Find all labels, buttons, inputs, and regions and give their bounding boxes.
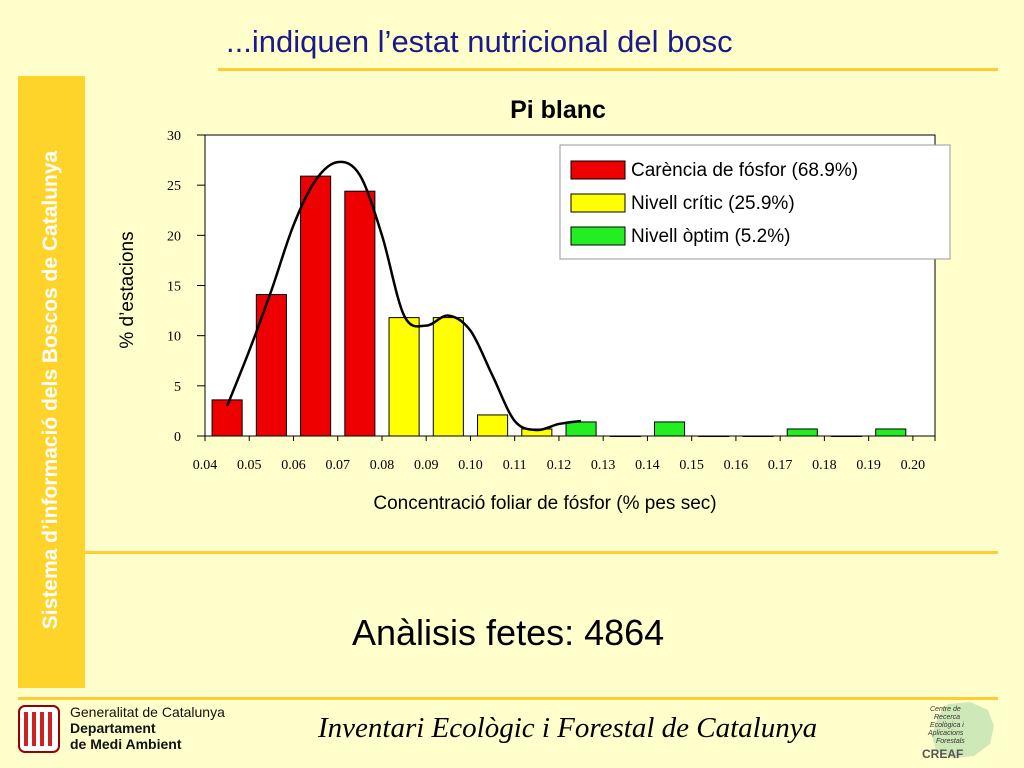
x-tick-label: 0.16 <box>724 458 749 473</box>
fit-curve <box>225 160 582 432</box>
bar <box>830 435 863 437</box>
bar <box>875 428 907 437</box>
government-label: Generalitat de Catalunya Departament de … <box>70 704 225 752</box>
bar <box>654 421 686 437</box>
x-tick-label: 0.06 <box>281 458 306 473</box>
creaf-line-4: Aplicacions <box>927 730 964 737</box>
bar <box>388 317 420 437</box>
y-tick-label: 15 <box>167 280 181 295</box>
bar <box>255 294 287 437</box>
footer-title: Inventari Ecològic i Forestal de Catalun… <box>318 712 818 744</box>
bar <box>477 414 509 437</box>
y-tick-label: 30 <box>167 129 181 144</box>
creaf-line-2: Recerca <box>934 714 960 721</box>
creaf-line-1: Centre de <box>930 706 961 713</box>
bar <box>211 399 243 437</box>
bar <box>565 421 597 437</box>
title-underline <box>218 68 998 71</box>
x-tick-label: 0.12 <box>547 458 572 473</box>
bar <box>609 435 641 437</box>
x-tick-label: 0.17 <box>768 458 793 473</box>
y-tick-label: 0 <box>174 430 181 445</box>
legend-swatch <box>570 193 626 213</box>
footer-divider <box>18 697 998 700</box>
creaf-name: CREAF <box>922 747 963 761</box>
y-tick-label: 5 <box>174 380 181 395</box>
generalitat-logo <box>18 705 60 753</box>
legend-label: Nivell òptim (5.2%) <box>631 226 790 247</box>
x-tick-label: 0.20 <box>901 458 926 473</box>
x-tick-label: 0.08 <box>370 458 395 473</box>
gov-line-3: de Medi Ambient <box>70 736 182 752</box>
x-axis-label: Concentració foliar de fósfor (% pes sec… <box>373 493 716 514</box>
x-tick-label: 0.04 <box>193 458 218 473</box>
legend-label: Carència de fósfor (68.9%) <box>631 160 858 181</box>
legend-label: Nivell crític (25.9%) <box>631 193 795 214</box>
creaf-line-3: Ecològica i <box>930 722 964 729</box>
x-tick-label: 0.13 <box>591 458 616 473</box>
bar <box>300 175 332 437</box>
legend-swatch <box>570 160 626 180</box>
y-tick-label: 20 <box>167 229 181 244</box>
x-tick-label: 0.18 <box>812 458 837 473</box>
bar <box>786 428 818 437</box>
analyses-count-text: Anàlisis fetes: 4864 <box>352 612 665 653</box>
bar <box>742 435 774 437</box>
gov-line-1: Generalitat de Catalunya <box>70 704 225 720</box>
chart-title: Pi blanc <box>510 96 606 124</box>
x-tick-label: 0.11 <box>503 458 527 473</box>
sidebar-band <box>18 76 85 688</box>
bar <box>432 317 464 437</box>
x-tick-label: 0.15 <box>679 458 704 473</box>
slide-title: ...indiquen l’estat nutricional del bosc <box>226 24 733 59</box>
creaf-logo: Centre de Recerca Ecològica i Aplicacion… <box>922 702 994 761</box>
x-tick-label: 0.05 <box>237 458 262 473</box>
legend-swatch <box>570 226 626 246</box>
chart-divider <box>85 551 998 554</box>
bar <box>698 435 730 437</box>
x-tick-label: 0.09 <box>414 458 439 473</box>
gov-line-2: Departament <box>70 720 156 736</box>
x-tick-label: 0.10 <box>458 458 483 473</box>
creaf-line-5: Forestals <box>936 738 965 745</box>
y-tick-label: 25 <box>167 179 181 194</box>
x-tick-label: 0.07 <box>325 458 350 473</box>
bar <box>344 190 376 437</box>
y-tick-label: 10 <box>167 330 181 345</box>
y-axis-label: % d’estacions <box>117 231 138 348</box>
x-tick-label: 0.19 <box>856 458 881 473</box>
x-tick-label: 0.14 <box>635 458 660 473</box>
